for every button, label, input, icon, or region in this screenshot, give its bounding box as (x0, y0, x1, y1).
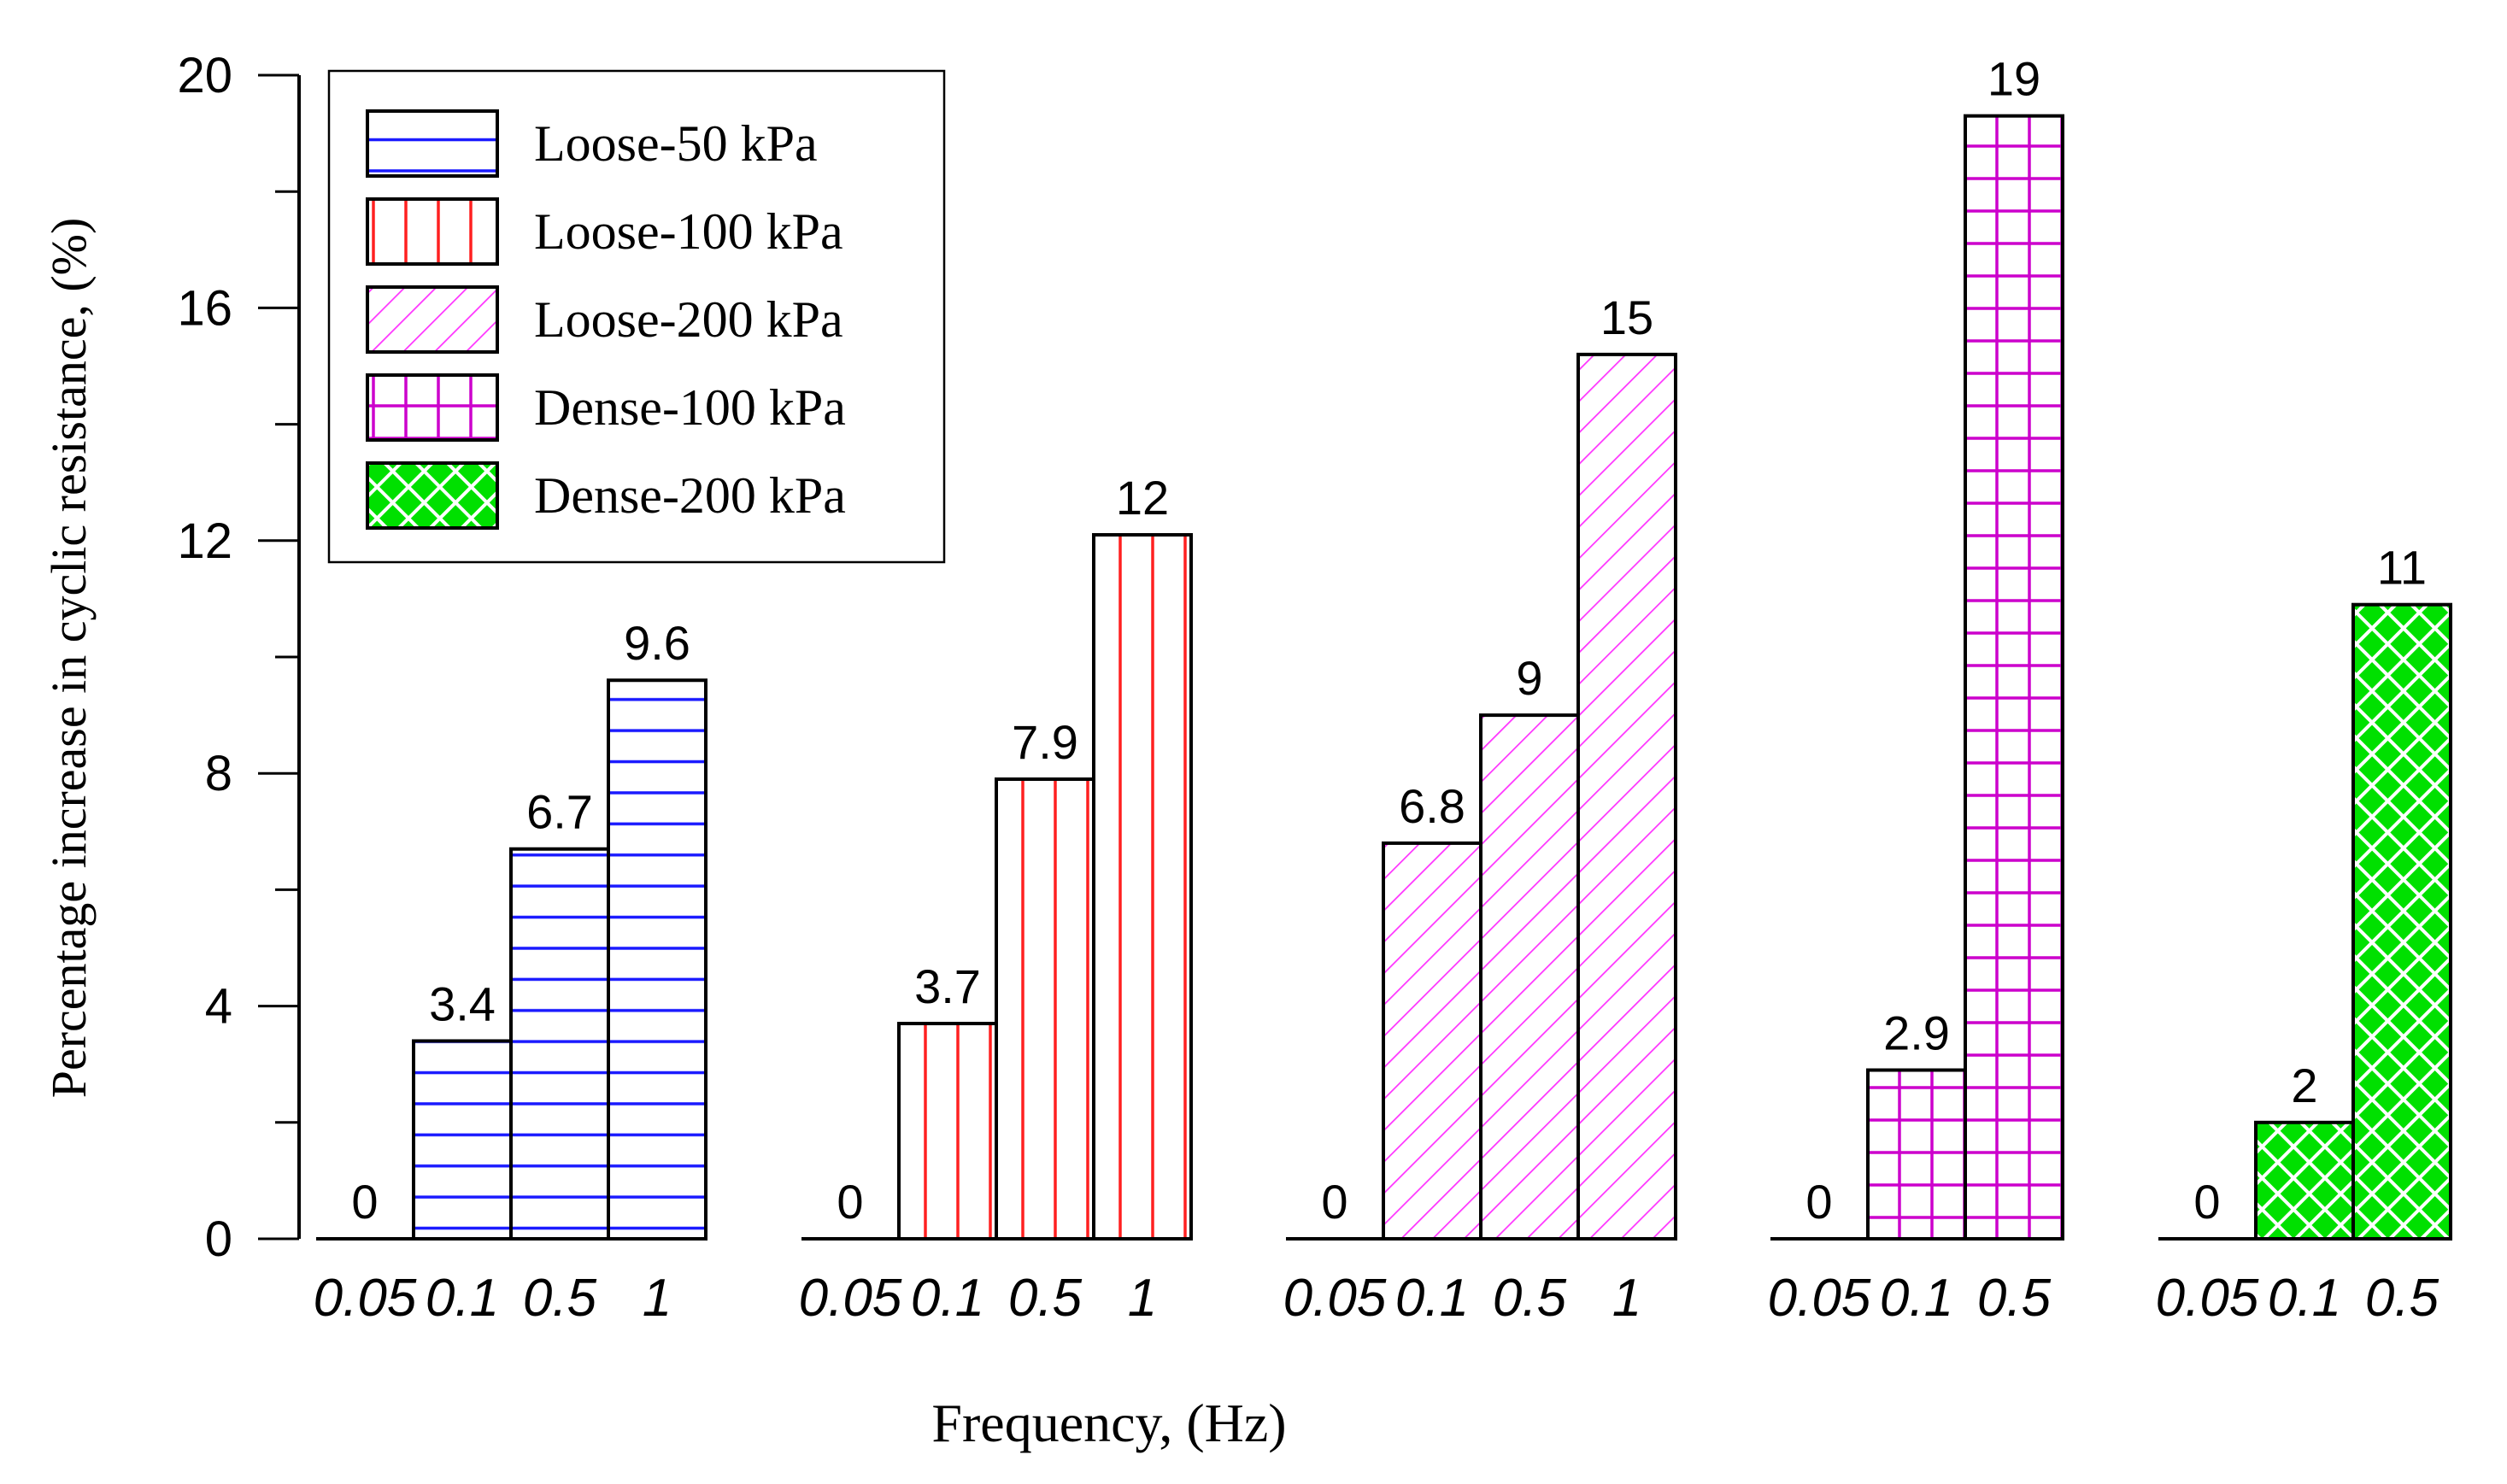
x-tick-label: 0.05 (799, 1269, 902, 1328)
data-label: 3.4 (429, 977, 496, 1030)
data-label: 3.7 (914, 959, 981, 1013)
x-tick-label: 0.05 (1283, 1269, 1387, 1328)
data-label: 0 (351, 1175, 378, 1229)
x-tick-label: 0.5 (1008, 1269, 1083, 1328)
legend-swatch (366, 109, 499, 178)
x-tick-label: 0.05 (2156, 1269, 2259, 1328)
data-label: 11 (2377, 541, 2427, 595)
x-tick-label: 0.1 (911, 1269, 984, 1328)
data-label: 12 (1116, 471, 1169, 525)
data-label: 15 (1600, 290, 1653, 344)
legend-swatch (366, 285, 499, 354)
y-tick-label: 8 (205, 746, 232, 801)
legend-swatch (366, 461, 499, 530)
bar (2351, 602, 2452, 1241)
y-axis-label: Percentage increase in cyclic resistance… (41, 218, 97, 1099)
y-axis: 0 4 8 12 16 20 (177, 48, 301, 1267)
data-label: 2.9 (1883, 1006, 1950, 1060)
legend-label: Dense-200 kPa (534, 467, 846, 524)
bar (509, 847, 610, 1241)
legend-label: Dense-100 kPa (534, 379, 846, 436)
x-tick-label: 0.1 (1395, 1269, 1469, 1328)
x-tick-label: 0.05 (1768, 1269, 1871, 1328)
bar (897, 1022, 998, 1241)
x-tick-label: 0.5 (1977, 1269, 2052, 1328)
x-tick-label: 0.05 (314, 1269, 417, 1328)
data-label: 6.8 (1399, 779, 1465, 833)
x-tick-label: 0.1 (2268, 1269, 2341, 1328)
bar (1964, 114, 2064, 1241)
data-label: 0 (2193, 1175, 2220, 1229)
data-label: 0 (1805, 1175, 1832, 1229)
legend-swatch (366, 373, 499, 442)
x-tick-label: 0.1 (1880, 1269, 1953, 1328)
x-tick-label: 0.5 (1493, 1269, 1567, 1328)
bar (412, 1039, 513, 1241)
data-label: 9 (1516, 651, 1542, 705)
bar (1092, 532, 1193, 1241)
data-label: 7.9 (1012, 715, 1078, 769)
x-tick-label: 0.1 (426, 1269, 499, 1328)
x-tick-label: 1 (643, 1269, 672, 1328)
x-tick-label: 1 (1612, 1269, 1641, 1328)
x-axis-label: Frequency, (Hz) (931, 1393, 1286, 1453)
data-label: 9.6 (624, 616, 690, 670)
legend-label: Loose-50 kPa (534, 115, 818, 172)
data-label: 0 (837, 1175, 863, 1229)
bar (995, 777, 1095, 1241)
y-tick-label: 12 (177, 513, 232, 569)
data-label: 2 (2291, 1059, 2317, 1112)
y-tick-label: 4 (205, 979, 232, 1035)
y-tick-label: 20 (177, 48, 232, 103)
bar (607, 678, 707, 1241)
data-label: 6.7 (526, 785, 593, 839)
y-tick-label: 0 (205, 1211, 232, 1267)
bars: 00.053.40.16.70.59.6100.053.70.17.90.512… (314, 52, 2452, 1328)
bar (1576, 352, 1677, 1241)
bar (2254, 1120, 2355, 1241)
legend-label: Loose-100 kPa (534, 203, 843, 260)
x-tick-label: 1 (1128, 1269, 1157, 1328)
x-tick-label: 0.5 (523, 1269, 597, 1328)
legend-label: Loose-200 kPa (534, 291, 843, 348)
y-tick-label: 16 (177, 280, 232, 336)
bar (1382, 841, 1482, 1241)
data-label: 0 (1321, 1175, 1347, 1229)
data-label: 19 (1987, 52, 2040, 106)
x-tick-label: 0.5 (2365, 1269, 2439, 1328)
legend-swatch (366, 197, 499, 266)
bar (1479, 713, 1580, 1241)
bar (1866, 1068, 1967, 1241)
legend: Loose-50 kPa Loose-100 kPa Loose-200 kPa De… (327, 69, 946, 564)
